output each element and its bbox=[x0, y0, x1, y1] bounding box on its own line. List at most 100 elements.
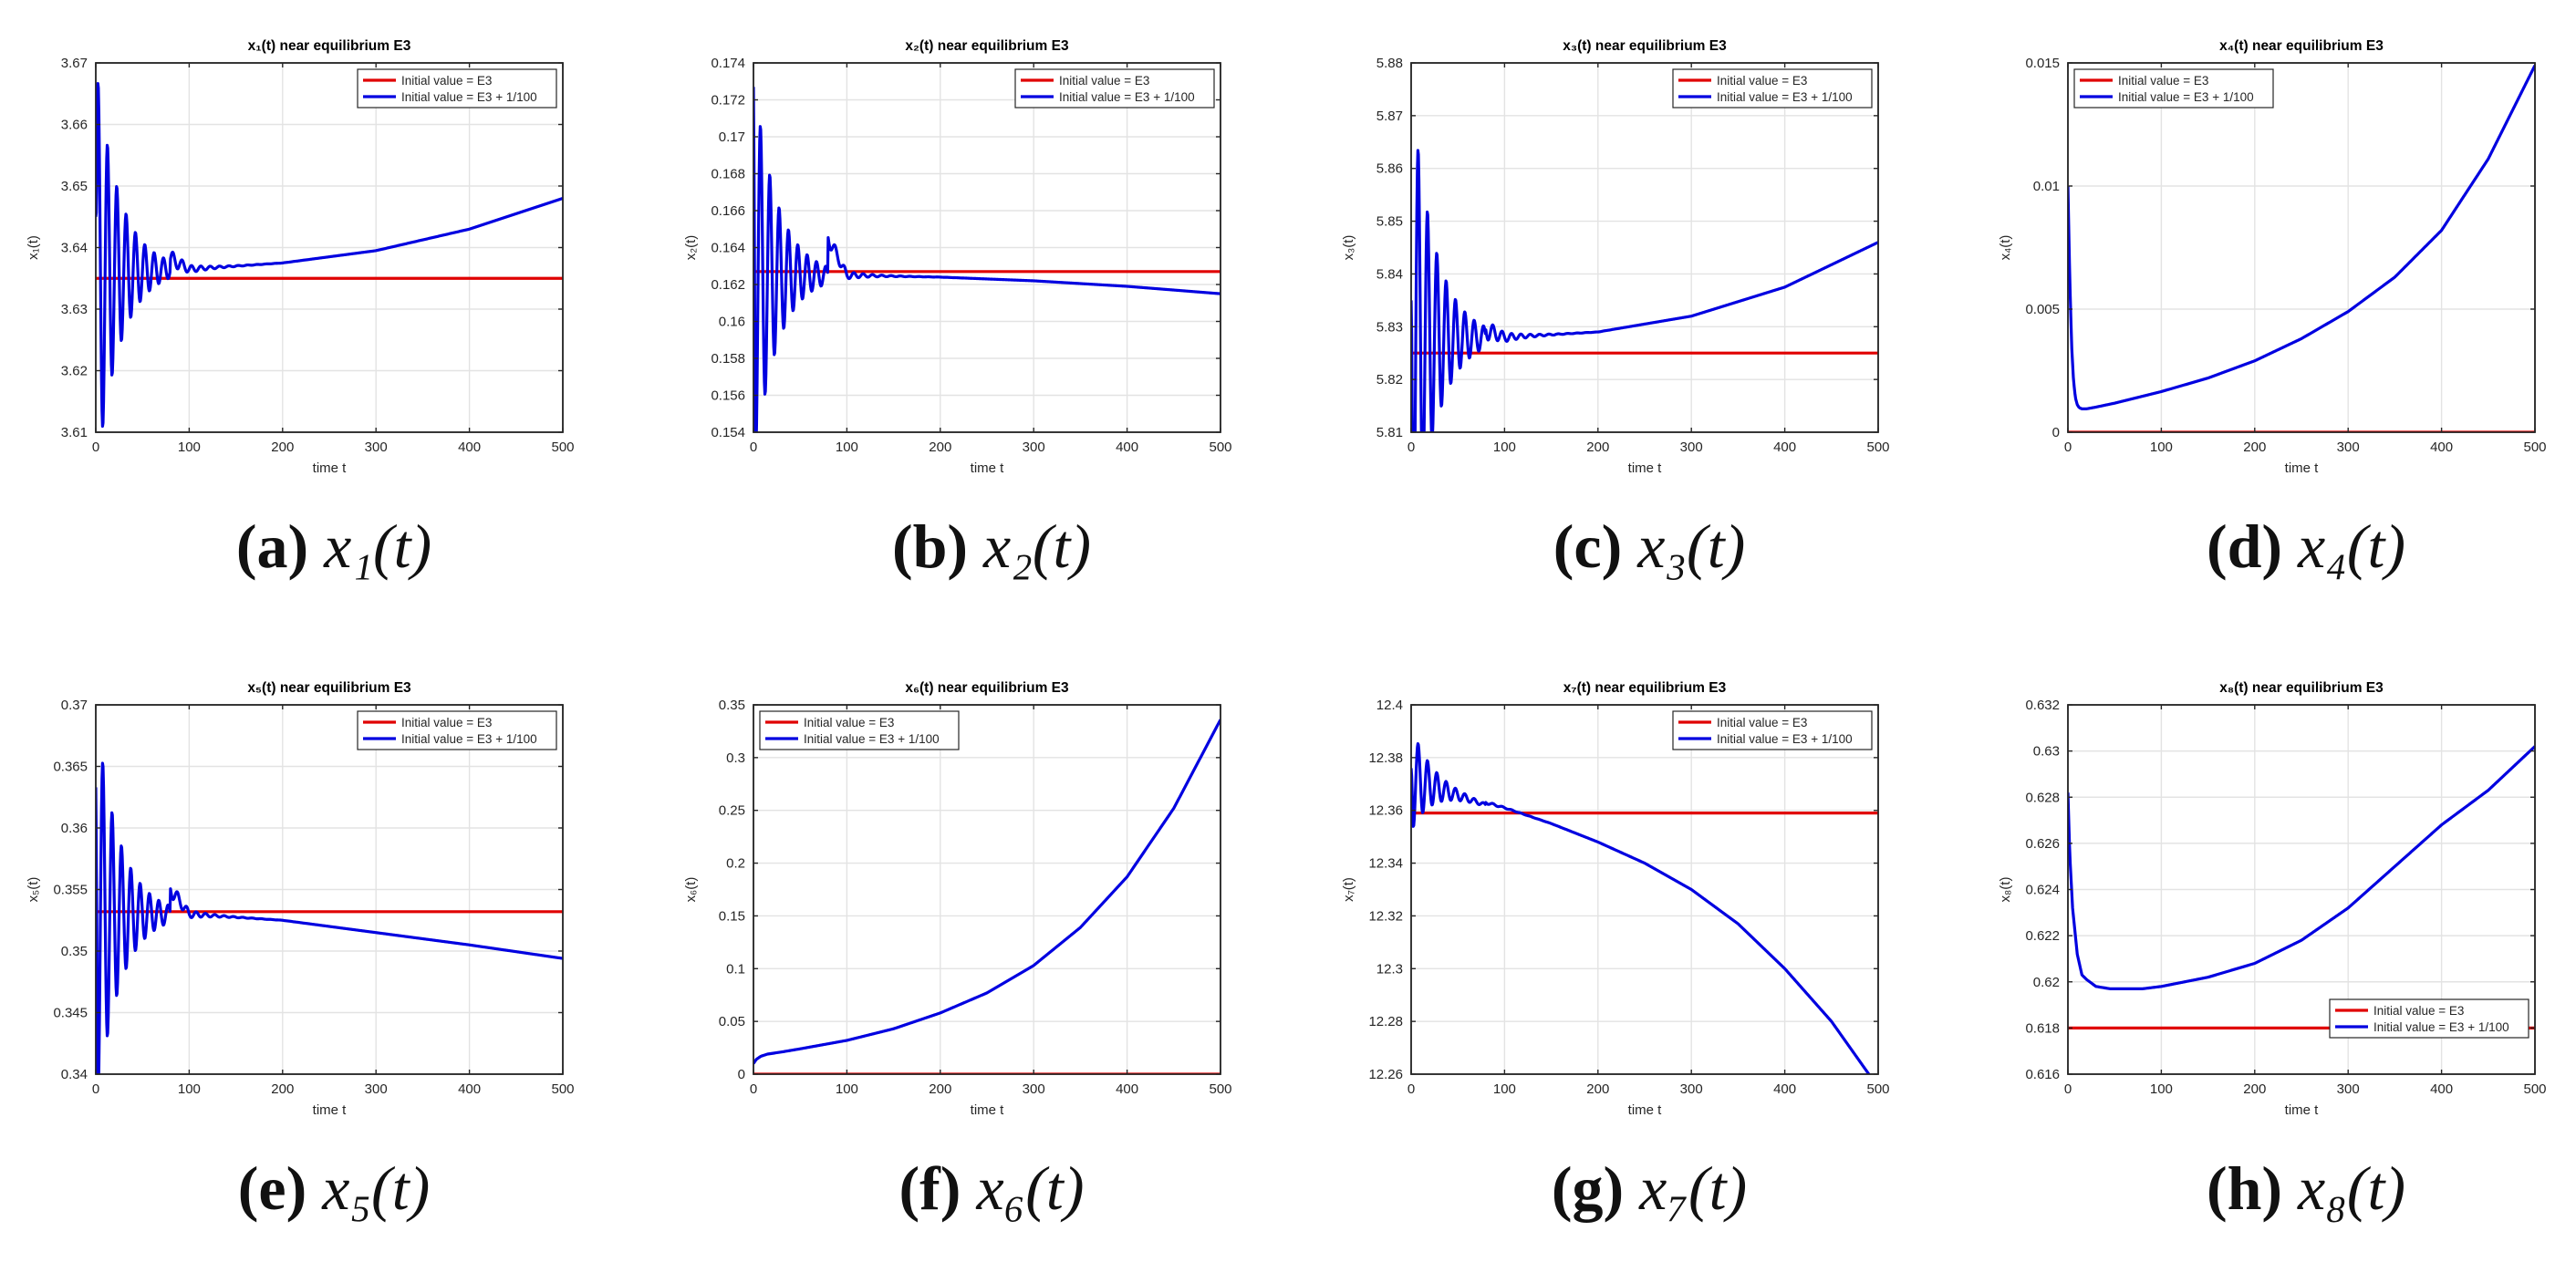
x-tick-label: 400 bbox=[1773, 1081, 1796, 1097]
caption-letter: (c) bbox=[1553, 512, 1637, 581]
x-tick-label: 500 bbox=[1209, 1081, 1231, 1097]
y-tick-label: 0.3 bbox=[726, 750, 745, 766]
x-tick-label: 400 bbox=[2430, 440, 2453, 455]
x-tick-label: 400 bbox=[1116, 1081, 1138, 1097]
y-tick-label: 3.61 bbox=[61, 425, 88, 440]
y-tick-label: 0.158 bbox=[711, 351, 745, 367]
y-tick-label: 12.34 bbox=[1368, 856, 1403, 872]
y-tick-label: 3.66 bbox=[61, 118, 88, 133]
y-tick-label: 0.618 bbox=[2025, 1020, 2060, 1036]
legend-box bbox=[2329, 998, 2529, 1039]
x-tick-label: 200 bbox=[271, 1081, 294, 1097]
x-tick-label: 300 bbox=[365, 440, 388, 455]
x-tick-label: 0 bbox=[1407, 1081, 1415, 1097]
caption-math: x₄(t) bbox=[2297, 512, 2405, 581]
y-tick-label: 0.2 bbox=[726, 856, 745, 872]
y-tick-label: 0.16 bbox=[719, 315, 745, 330]
y-axis-label: x₆(t) bbox=[683, 877, 699, 903]
y-tick-label: 0.156 bbox=[711, 388, 745, 404]
caption-math: x₁(t) bbox=[323, 512, 431, 581]
panel-caption: (c) x₃(t) bbox=[1553, 512, 1746, 581]
x-tick-label: 0 bbox=[2064, 440, 2072, 455]
x-tick-label: 400 bbox=[2430, 1081, 2453, 1097]
y-tick-label: 0 bbox=[738, 1067, 745, 1082]
y-axis-label: x₅(t) bbox=[26, 877, 41, 903]
chart-panel-7: 0 100 200 300 400 500 12.26 12.28 12.3 12.32 12.34… bbox=[1341, 680, 1890, 1223]
x-tick-label: 200 bbox=[2243, 1081, 2266, 1097]
y-tick-label: 0.15 bbox=[719, 908, 745, 924]
y-tick-label: 12.3 bbox=[1376, 961, 1403, 977]
x-tick-label: 200 bbox=[1586, 440, 1609, 455]
chart-title: x₇(t) near equilibrium E3 bbox=[1563, 680, 1727, 696]
legend: Initial value = E3 Initial value = E3 + 1… bbox=[357, 710, 557, 750]
x-tick-label: 0 bbox=[2064, 1081, 2072, 1097]
series-group bbox=[96, 761, 563, 1074]
series-group bbox=[1411, 149, 1878, 432]
series-line-e3-perturbed bbox=[1411, 149, 1878, 432]
caption-math: x₈(t) bbox=[2297, 1153, 2405, 1223]
legend-entry: Initial value = E3 + 1/100 bbox=[401, 90, 537, 104]
legend-entry: Initial value = E3 bbox=[804, 716, 894, 729]
y-tick-label: 0.164 bbox=[711, 241, 745, 256]
y-tick-label: 12.32 bbox=[1368, 908, 1403, 924]
series-line-e3-perturbed bbox=[753, 719, 1220, 1065]
y-tick-label: 0.365 bbox=[53, 760, 88, 775]
plot-area bbox=[2067, 62, 2536, 433]
x-tick-label: 400 bbox=[1773, 440, 1796, 455]
y-tick-label: 0.01 bbox=[2033, 179, 2060, 194]
legend-box bbox=[1672, 68, 1873, 109]
chart-panel-5: 0 100 200 300 400 500 0.34 0.345 0.35 0.355 0.36 0.… bbox=[26, 680, 575, 1223]
x-tick-label: 0 bbox=[92, 1081, 99, 1097]
panel-caption: (e) x₅(t) bbox=[238, 1153, 431, 1223]
y-tick-label: 0.62 bbox=[2033, 975, 2060, 990]
legend-entry: Initial value = E3 + 1/100 bbox=[1717, 732, 1853, 746]
y-axis-label: x₇(t) bbox=[1341, 877, 1356, 902]
panel-caption: (a) x₁(t) bbox=[236, 512, 431, 581]
legend: Initial value = E3 Initial value = E3 + 1… bbox=[357, 68, 557, 109]
x-tick-label: 300 bbox=[1023, 1081, 1045, 1097]
panel-caption: (b) x₂(t) bbox=[892, 512, 1091, 581]
y-tick-label: 0.162 bbox=[711, 277, 745, 293]
y-tick-label: 0.35 bbox=[719, 698, 745, 713]
x-tick-label: 0 bbox=[92, 440, 99, 455]
y-tick-label: 3.67 bbox=[61, 56, 88, 71]
chart-panel-2: 0 100 200 300 400 500 0.154 0.156 0.158 0.16 0.162… bbox=[683, 38, 1232, 581]
y-tick-label: 5.83 bbox=[1376, 319, 1403, 335]
legend-entry: Initial value = E3 bbox=[2373, 1004, 2464, 1018]
chart-title: x₆(t) near equilibrium E3 bbox=[905, 680, 1069, 696]
caption-letter: (d) bbox=[2207, 512, 2298, 581]
y-tick-label: 3.63 bbox=[61, 302, 88, 317]
series-line-e3-perturbed bbox=[96, 82, 563, 429]
legend: Initial value = E3 Initial value = E3 + 1… bbox=[1014, 68, 1215, 109]
y-tick-label: 5.82 bbox=[1376, 372, 1403, 388]
caption-math: x₆(t) bbox=[975, 1153, 1084, 1223]
x-tick-label: 100 bbox=[1493, 440, 1516, 455]
legend-entry: Initial value = E3 + 1/100 bbox=[1717, 90, 1853, 104]
caption-letter: (g) bbox=[1552, 1153, 1639, 1223]
x-tick-label: 300 bbox=[365, 1081, 388, 1097]
y-axis-label: x₂(t) bbox=[683, 235, 699, 260]
x-tick-label: 200 bbox=[929, 1081, 951, 1097]
y-tick-label: 0.172 bbox=[711, 93, 745, 109]
legend-entry: Initial value = E3 + 1/100 bbox=[1059, 90, 1195, 104]
series-line-e3-perturbed bbox=[96, 761, 563, 1074]
y-tick-label: 5.86 bbox=[1376, 161, 1403, 177]
x-tick-label: 100 bbox=[836, 440, 858, 455]
y-tick-label: 0.34 bbox=[61, 1067, 88, 1082]
axes-frame bbox=[2067, 62, 2536, 433]
y-tick-label: 0.37 bbox=[61, 698, 88, 713]
legend-box bbox=[357, 710, 557, 750]
x-tick-label: 400 bbox=[458, 1081, 481, 1097]
y-tick-label: 0.05 bbox=[719, 1014, 745, 1029]
x-tick-label: 300 bbox=[2337, 440, 2360, 455]
legend-entry: Initial value = E3 + 1/100 bbox=[804, 732, 940, 746]
series-group bbox=[2068, 64, 2535, 432]
chart-title: x₁(t) near equilibrium E3 bbox=[248, 38, 411, 54]
series-group bbox=[753, 719, 1220, 1074]
y-tick-label: 12.38 bbox=[1368, 750, 1403, 766]
panel-caption: (g) x₇(t) bbox=[1552, 1153, 1747, 1223]
y-tick-label: 0.25 bbox=[719, 803, 745, 819]
y-tick-label: 0.626 bbox=[2025, 836, 2060, 852]
chart-panel-4: 0 100 200 300 400 500 0 0.005 0.01 0.015 x₄(t) nea… bbox=[1998, 38, 2547, 581]
